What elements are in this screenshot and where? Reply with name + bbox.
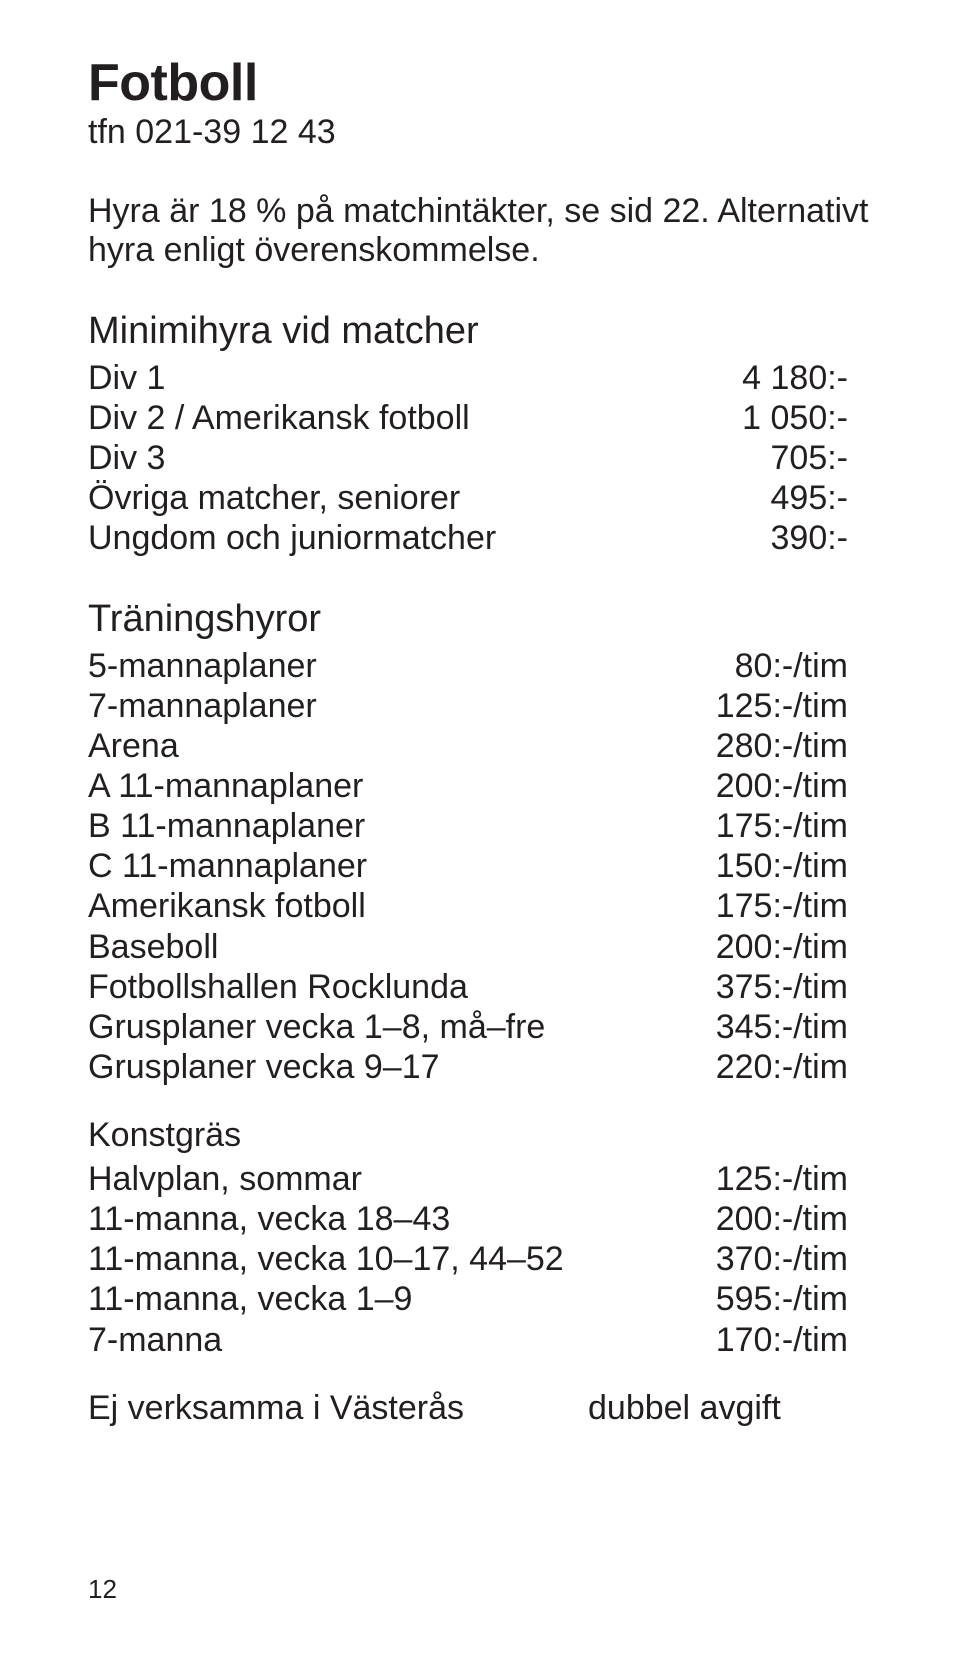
row-value: 170:-/tim [588, 1320, 848, 1360]
price-row: 11-manna, vecka 10–17, 44–52 370:-/tim [88, 1239, 888, 1279]
row-label: 7-mannaplaner [88, 686, 588, 726]
price-row: Arena 280:-/tim [88, 726, 888, 766]
row-label: Ungdom och juniormatcher [88, 518, 588, 558]
minimihyra-rows: Div 1 4 180:- Div 2 / Amerikansk fotboll… [88, 358, 888, 559]
row-value: 705:- [588, 438, 848, 478]
price-row: Grusplaner vecka 1–8, må–fre 345:-/tim [88, 1007, 888, 1047]
price-row: Halvplan, sommar 125:-/tim [88, 1159, 888, 1199]
row-value: 390:- [588, 518, 848, 558]
row-label: Övriga matcher, seniorer [88, 478, 588, 518]
row-value: 495:- [588, 478, 848, 518]
row-value: 280:-/tim [588, 726, 848, 766]
row-label: Baseboll [88, 927, 588, 967]
price-row: Ungdom och juniormatcher 390:- [88, 518, 888, 558]
minimihyra-heading: Minimihyra vid matcher [88, 310, 888, 354]
price-row: Div 2 / Amerikansk fotboll 1 050:- [88, 398, 888, 438]
row-value: 200:-/tim [588, 766, 848, 806]
price-row: C 11-mannaplaner 150:-/tim [88, 846, 888, 886]
row-value: 80:-/tim [588, 646, 848, 686]
price-row: 7-mannaplaner 125:-/tim [88, 686, 888, 726]
row-label: Div 1 [88, 358, 588, 398]
row-value: 200:-/tim [588, 1199, 848, 1239]
price-row: Div 1 4 180:- [88, 358, 888, 398]
price-row: Baseboll 200:-/tim [88, 927, 888, 967]
row-value: 150:-/tim [588, 846, 848, 886]
row-label: Div 3 [88, 438, 588, 478]
row-label: 11-manna, vecka 1–9 [88, 1279, 588, 1319]
footer-row-group: Ej verksamma i Västerås dubbel avgift [88, 1388, 888, 1428]
row-value: dubbel avgift [588, 1388, 848, 1428]
row-label: C 11-mannaplaner [88, 846, 588, 886]
price-row: Ej verksamma i Västerås dubbel avgift [88, 1388, 888, 1428]
row-value: 370:-/tim [588, 1239, 848, 1279]
row-label: Halvplan, sommar [88, 1159, 588, 1199]
row-label: Fotbollshallen Rocklunda [88, 967, 588, 1007]
row-value: 125:-/tim [588, 686, 848, 726]
row-value: 4 180:- [588, 358, 848, 398]
price-row: 7-manna 170:-/tim [88, 1320, 888, 1360]
price-row: B 11-mannaplaner 175:-/tim [88, 806, 888, 846]
phone-line: tfn 021-39 12 43 [88, 113, 888, 152]
intro-text: Hyra är 18 % på matchintäkter, se sid 22… [88, 192, 888, 270]
price-row: A 11-mannaplaner 200:-/tim [88, 766, 888, 806]
row-value: 375:-/tim [588, 967, 848, 1007]
row-label: Grusplaner vecka 9–17 [88, 1047, 588, 1087]
price-row: 5-mannaplaner 80:-/tim [88, 646, 888, 686]
row-label: Amerikansk fotboll [88, 886, 588, 926]
price-row: Fotbollshallen Rocklunda 375:-/tim [88, 967, 888, 1007]
row-label: Grusplaner vecka 1–8, må–fre [88, 1007, 588, 1047]
row-value: 200:-/tim [588, 927, 848, 967]
row-label: 11-manna, vecka 10–17, 44–52 [88, 1239, 588, 1279]
row-value: 1 050:- [588, 398, 848, 438]
price-row: 11-manna, vecka 1–9 595:-/tim [88, 1279, 888, 1319]
page-number: 12 [88, 1574, 117, 1605]
price-row: Amerikansk fotboll 175:-/tim [88, 886, 888, 926]
row-value: 175:-/tim [588, 886, 848, 926]
row-label: Div 2 / Amerikansk fotboll [88, 398, 588, 438]
price-row: 11-manna, vecka 18–43 200:-/tim [88, 1199, 888, 1239]
row-label: Ej verksamma i Västerås [88, 1388, 588, 1428]
konstgras-rows: Halvplan, sommar 125:-/tim 11-manna, vec… [88, 1159, 888, 1360]
row-label: 5-mannaplaner [88, 646, 588, 686]
price-row: Div 3 705:- [88, 438, 888, 478]
row-value: 125:-/tim [588, 1159, 848, 1199]
row-label: 11-manna, vecka 18–43 [88, 1199, 588, 1239]
page-title: Fotboll [88, 56, 888, 111]
row-label: 7-manna [88, 1320, 588, 1360]
row-label: Arena [88, 726, 588, 766]
row-value: 595:-/tim [588, 1279, 848, 1319]
row-label: A 11-mannaplaner [88, 766, 588, 806]
traningshyror-heading: Träningshyror [88, 598, 888, 642]
row-value: 345:-/tim [588, 1007, 848, 1047]
price-row: Grusplaner vecka 9–17 220:-/tim [88, 1047, 888, 1087]
konstgras-heading: Konstgräs [88, 1115, 888, 1155]
traningshyror-rows: 5-mannaplaner 80:-/tim 7-mannaplaner 125… [88, 646, 888, 1087]
row-label: B 11-mannaplaner [88, 806, 588, 846]
row-value: 220:-/tim [588, 1047, 848, 1087]
price-row: Övriga matcher, seniorer 495:- [88, 478, 888, 518]
row-value: 175:-/tim [588, 806, 848, 846]
